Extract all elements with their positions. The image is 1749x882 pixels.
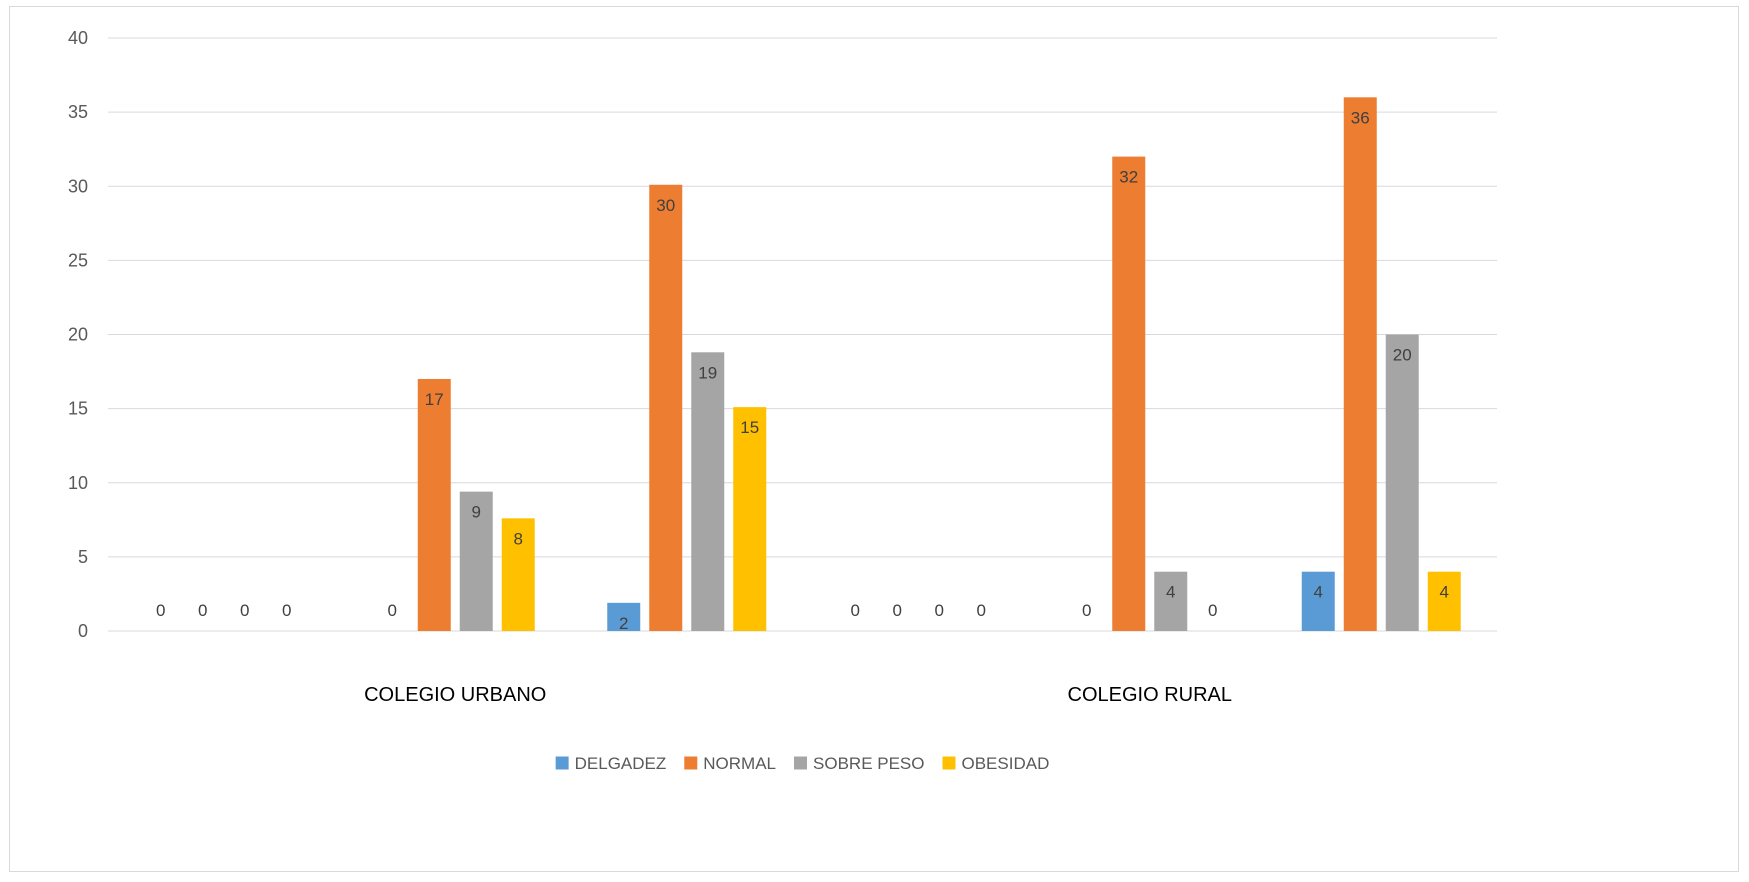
data-label: 9 (472, 503, 481, 522)
data-label: 0 (1208, 601, 1217, 620)
bar-normal (1112, 156, 1146, 631)
y-tick-label: 30 (68, 176, 88, 196)
data-label: 20 (1393, 346, 1412, 365)
legend-label: SOBRE PESO (813, 754, 924, 773)
data-label: 2 (619, 614, 628, 633)
bar-normal (417, 378, 451, 631)
data-label: 4 (1440, 583, 1449, 602)
category-label: COLEGIO URBANO (364, 684, 546, 706)
chart-frame (9, 6, 1739, 872)
y-tick-label: 20 (68, 325, 88, 345)
bar-normal (1343, 97, 1377, 632)
bar-delgadez (1301, 571, 1335, 631)
bar-obesidad (1427, 571, 1461, 631)
data-label: 0 (388, 601, 397, 620)
data-label: 36 (1351, 108, 1370, 127)
legend-swatch (942, 756, 956, 770)
legend-swatch (555, 756, 569, 770)
y-tick-label: 0 (78, 621, 88, 641)
data-label: 0 (893, 601, 902, 620)
legend-swatch (684, 756, 698, 770)
legend-label: DELGADEZ (575, 754, 667, 773)
data-label: 17 (425, 390, 444, 409)
data-label: 0 (1082, 601, 1091, 620)
legend-label: OBESIDAD (962, 754, 1050, 773)
bar-sobre-peso (691, 352, 725, 631)
bar-sobre-peso (459, 491, 493, 631)
bar-sobre-peso (1385, 334, 1419, 631)
bar-normal (649, 184, 683, 631)
data-label: 8 (514, 529, 523, 548)
data-label: 0 (240, 601, 249, 620)
y-tick-label: 5 (78, 547, 88, 567)
data-label: 4 (1314, 583, 1323, 602)
data-label: 0 (977, 601, 986, 620)
bar-delgadez (607, 602, 641, 631)
legend-label: NORMAL (703, 754, 776, 773)
data-label: 0 (156, 601, 165, 620)
data-label: 0 (282, 601, 291, 620)
data-label: 0 (198, 601, 207, 620)
legend-swatch (794, 756, 808, 770)
y-tick-label: 40 (68, 28, 88, 48)
bar-sobre-peso (1154, 571, 1188, 631)
data-label: 0 (935, 601, 944, 620)
data-label: 32 (1119, 168, 1138, 187)
data-label: 19 (698, 363, 717, 382)
y-tick-label: 10 (68, 473, 88, 493)
y-tick-label: 35 (68, 102, 88, 122)
data-label: 4 (1166, 583, 1175, 602)
category-label: COLEGIO RURAL (1068, 684, 1232, 706)
bar-obesidad (501, 518, 535, 631)
y-tick-label: 15 (68, 399, 88, 419)
data-label: 0 (851, 601, 860, 620)
bar-obesidad (733, 407, 767, 631)
y-tick-label: 25 (68, 250, 88, 270)
data-label: 15 (740, 418, 759, 437)
data-label: 30 (656, 196, 675, 215)
